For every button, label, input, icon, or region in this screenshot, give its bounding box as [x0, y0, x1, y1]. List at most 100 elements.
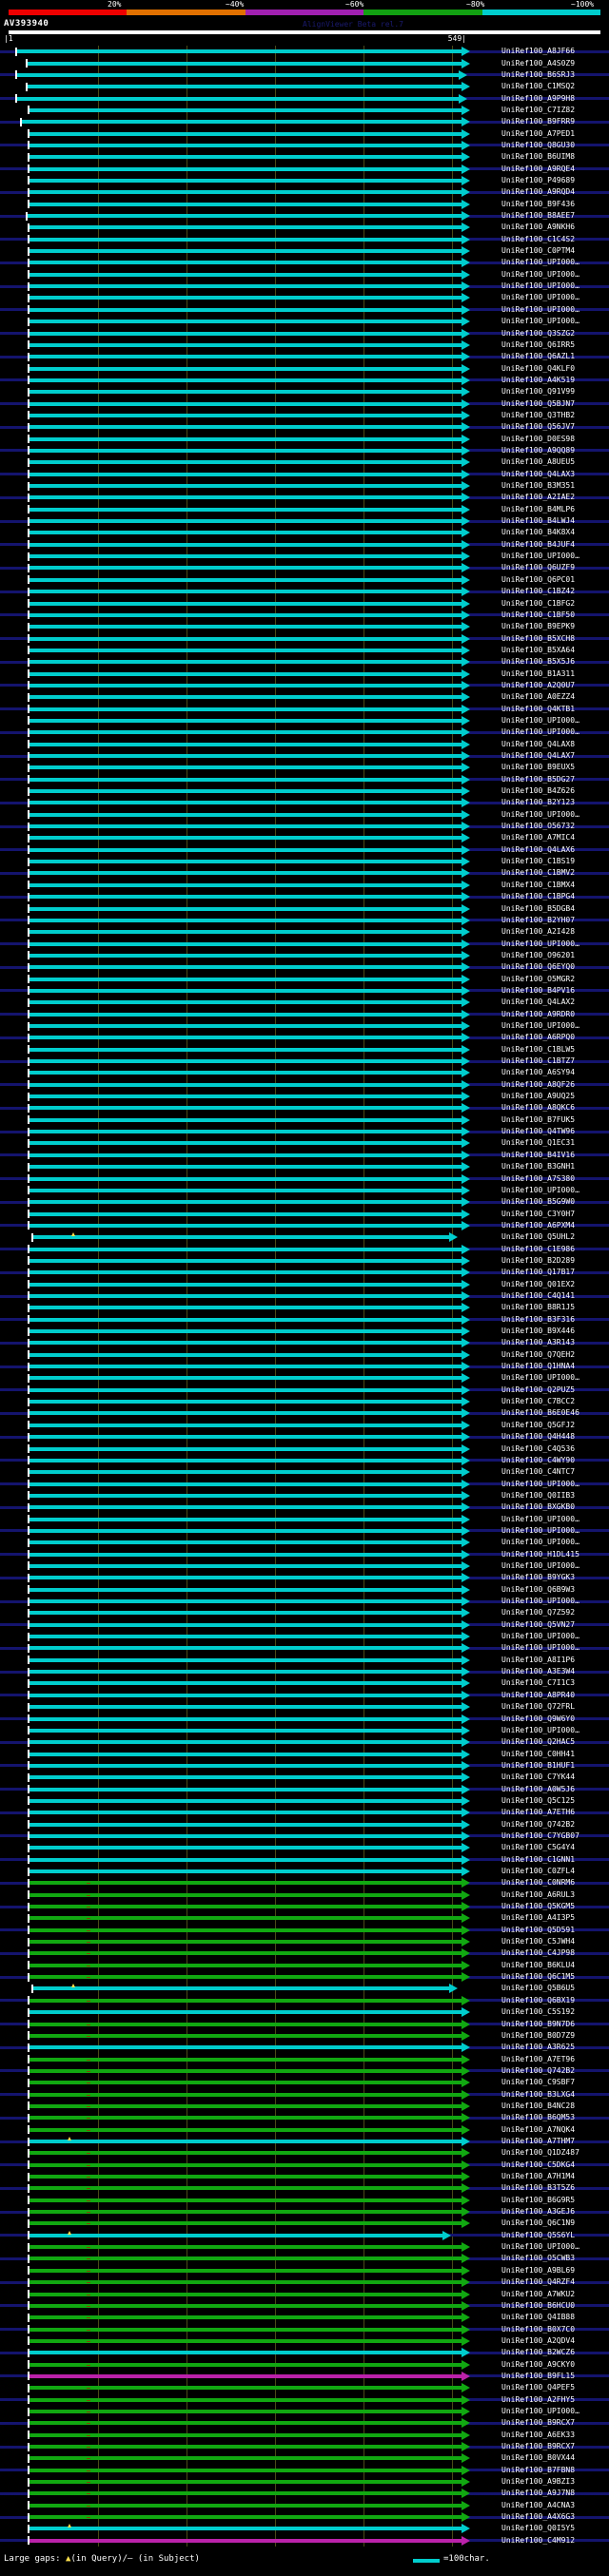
hit-row[interactable]: [0, 1760, 609, 1772]
hit-row[interactable]: [0, 1736, 609, 1748]
alignment-bar[interactable]: [29, 2527, 462, 2531]
hit-label[interactable]: UniRef100_O56732: [501, 822, 576, 831]
hit-label[interactable]: UniRef100_Q4H448: [501, 1432, 576, 1442]
hit-row[interactable]: [0, 69, 609, 81]
hit-row[interactable]: [0, 140, 609, 151]
hit-row[interactable]: [0, 504, 609, 515]
alignment-bar[interactable]: [29, 1130, 462, 1134]
hit-label[interactable]: UniRef100_A8PR40: [501, 1690, 576, 1699]
hit-row[interactable]: [0, 2488, 609, 2499]
hit-label[interactable]: UniRef100_Q5KGM5: [501, 1902, 576, 1911]
alignment-bar[interactable]: [29, 413, 462, 417]
hit-label[interactable]: UniRef100_C1C4S2: [501, 234, 576, 243]
hit-label[interactable]: UniRef100_A8UEU5: [501, 457, 576, 467]
hit-label[interactable]: UniRef100_O96201: [501, 950, 576, 959]
hit-row[interactable]: [0, 621, 609, 632]
hit-label[interactable]: UniRef100_Q4LAX3: [501, 469, 576, 478]
alignment-bar[interactable]: [29, 2327, 462, 2332]
hit-label[interactable]: UniRef100_B5X5J6: [501, 657, 576, 667]
alignment-bar[interactable]: [29, 742, 462, 746]
alignment-bar[interactable]: [29, 718, 462, 723]
hit-label[interactable]: UniRef100_UPI000…: [501, 939, 580, 948]
hit-label[interactable]: UniRef100_B5XCH8: [501, 633, 576, 643]
hit-label[interactable]: UniRef100_B1A311: [501, 668, 576, 678]
alignment-bar[interactable]: [29, 871, 462, 876]
hit-label[interactable]: UniRef100_UPI000…: [501, 293, 580, 302]
alignment-bar[interactable]: [29, 2292, 462, 2296]
hit-label[interactable]: UniRef100_Q4RZF4: [501, 2277, 576, 2287]
alignment-bar[interactable]: [29, 1646, 462, 1651]
hit-row[interactable]: [0, 1677, 609, 1689]
hit-label[interactable]: UniRef100_C5JWH4: [501, 1937, 576, 1947]
hit-row[interactable]: [0, 1302, 609, 1313]
hit-label[interactable]: UniRef100_Q5VN27: [501, 1619, 576, 1629]
hit-label[interactable]: UniRef100_A2I428: [501, 927, 576, 937]
alignment-bar[interactable]: [29, 1446, 462, 1451]
hit-label[interactable]: UniRef100_A7NQK4: [501, 2124, 576, 2134]
alignment-bar[interactable]: [29, 695, 462, 700]
hit-row[interactable]: [0, 726, 609, 738]
alignment-bar[interactable]: [29, 590, 462, 594]
alignment-bar[interactable]: [29, 1059, 462, 1064]
alignment-bar[interactable]: [29, 2421, 462, 2426]
alignment-bar[interactable]: [29, 401, 462, 406]
alignment-bar[interactable]: [29, 2210, 462, 2215]
hit-row[interactable]: [0, 891, 609, 902]
hit-row[interactable]: [0, 586, 609, 597]
hit-row[interactable]: [0, 668, 609, 679]
alignment-bar[interactable]: [29, 1082, 462, 1087]
hit-row[interactable]: [0, 127, 609, 139]
alignment-bar[interactable]: [29, 930, 462, 935]
hit-row[interactable]: [0, 339, 609, 351]
alignment-bar[interactable]: [29, 2538, 462, 2543]
hit-label[interactable]: UniRef100_C0PTM4: [501, 246, 576, 256]
alignment-bar[interactable]: [29, 296, 462, 300]
hit-row[interactable]: [0, 1126, 609, 1137]
hit-row[interactable]: [0, 269, 609, 281]
alignment-bar[interactable]: [29, 1975, 462, 1980]
hit-row[interactable]: [0, 1548, 609, 1559]
hit-row[interactable]: [0, 656, 609, 668]
hit-label[interactable]: UniRef100_B5G9W0: [501, 1197, 576, 1207]
alignment-bar[interactable]: [29, 2103, 462, 2108]
hit-label[interactable]: UniRef100_C5G4Y4: [501, 1843, 576, 1852]
hit-row[interactable]: [0, 1372, 609, 1384]
hit-row[interactable]: [0, 1431, 609, 1443]
alignment-bar[interactable]: [29, 1775, 462, 1780]
hit-row[interactable]: [0, 304, 609, 316]
hit-label[interactable]: UniRef100_UPI000…: [501, 2407, 580, 2415]
hit-label[interactable]: UniRef100_UPI000…: [501, 281, 580, 291]
alignment-bar[interactable]: [29, 1317, 462, 1322]
alignment-bar[interactable]: [29, 671, 462, 676]
hit-label[interactable]: UniRef100_B9F436: [501, 199, 576, 208]
hit-label[interactable]: UniRef100_B6SRJ3: [501, 69, 576, 79]
alignment-bar[interactable]: [29, 2010, 462, 2015]
hit-label[interactable]: UniRef100_A9J7N8: [501, 2489, 576, 2498]
alignment-bar[interactable]: [29, 977, 462, 981]
hit-row[interactable]: [0, 774, 609, 785]
hit-row[interactable]: [0, 844, 609, 856]
hit-row[interactable]: [0, 175, 609, 186]
hit-row[interactable]: [0, 997, 609, 1008]
alignment-bar[interactable]: [29, 801, 462, 805]
hit-map-plot[interactable]: UniRef100_A8JF66 UniRef100_A4S0Z9 UniRef10…: [0, 46, 609, 2547]
hit-row[interactable]: [0, 762, 609, 773]
alignment-bar[interactable]: [29, 612, 462, 617]
hit-row[interactable]: [0, 2358, 609, 2370]
hit-row[interactable]: [0, 1314, 609, 1326]
hit-label[interactable]: UniRef100_UPI000…: [501, 1560, 580, 1570]
hit-label[interactable]: UniRef100_B9X446: [501, 1327, 576, 1336]
hit-label[interactable]: UniRef100_UPI000…: [501, 1725, 580, 1734]
hit-label[interactable]: UniRef100_A7S380: [501, 1173, 576, 1183]
hit-label[interactable]: UniRef100_UPI000…: [501, 552, 580, 561]
hit-row[interactable]: [0, 57, 609, 68]
hit-label[interactable]: UniRef100_Q6BX19: [501, 1995, 576, 2005]
hit-label[interactable]: UniRef100_A4K519: [501, 375, 576, 384]
hit-label[interactable]: UniRef100_Q01EX2: [501, 1279, 576, 1288]
hit-row[interactable]: [0, 973, 609, 984]
hit-row[interactable]: [0, 2218, 609, 2229]
hit-label[interactable]: UniRef100_A9NKH6: [501, 223, 576, 232]
alignment-bar[interactable]: [29, 1141, 462, 1146]
hit-label[interactable]: UniRef100_C1BFG2: [501, 598, 576, 608]
hit-label[interactable]: UniRef100_Q5S6YL: [501, 2230, 576, 2239]
